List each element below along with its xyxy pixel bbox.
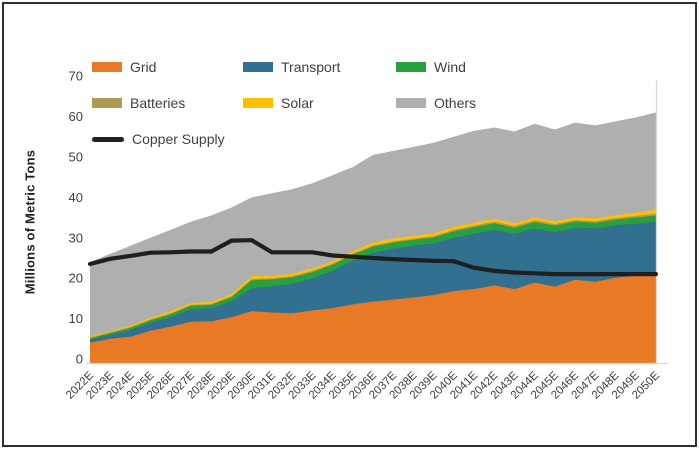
legend-item-transport: Transport bbox=[243, 60, 340, 74]
legend-swatch-solar bbox=[243, 98, 273, 108]
legend-swatch-wind bbox=[396, 62, 426, 72]
y-tick-label: 20 bbox=[69, 271, 83, 286]
y-tick-label: 60 bbox=[69, 109, 83, 124]
legend-item-others: Others bbox=[396, 96, 476, 110]
y-tick-label: 40 bbox=[69, 190, 83, 205]
y-tick-label: 70 bbox=[69, 69, 83, 84]
copper-supply-line bbox=[87, 238, 659, 277]
legend-label-solar: Solar bbox=[281, 95, 314, 111]
legend-label-grid: Grid bbox=[130, 59, 157, 75]
legend-item-batteries: Batteries bbox=[92, 96, 185, 110]
y-tick-label: 30 bbox=[69, 230, 83, 245]
legend-label-others: Others bbox=[434, 95, 477, 111]
legend-item-wind: Wind bbox=[396, 60, 466, 74]
y-tick-label: 50 bbox=[69, 150, 83, 165]
legend-label-transport: Transport bbox=[281, 59, 341, 75]
legend-label-wind: Wind bbox=[434, 59, 466, 75]
y-tick-label: 0 bbox=[76, 352, 83, 367]
legend-item-grid: Grid bbox=[92, 60, 156, 74]
legend-item-copper-supply: Copper Supply bbox=[92, 132, 225, 146]
legend-line-swatch-copper-supply bbox=[92, 136, 124, 142]
area-grid bbox=[90, 272, 656, 363]
legend-label-copper-supply: Copper Supply bbox=[132, 131, 225, 147]
legend-swatch-batteries bbox=[92, 98, 122, 108]
legend-swatch-grid bbox=[92, 62, 122, 72]
legend-swatch-transport bbox=[243, 62, 273, 72]
legend-item-solar: Solar bbox=[243, 96, 314, 110]
legend-swatch-others bbox=[396, 98, 426, 108]
legend-label-batteries: Batteries bbox=[130, 95, 186, 111]
y-tick-label: 10 bbox=[69, 311, 83, 326]
